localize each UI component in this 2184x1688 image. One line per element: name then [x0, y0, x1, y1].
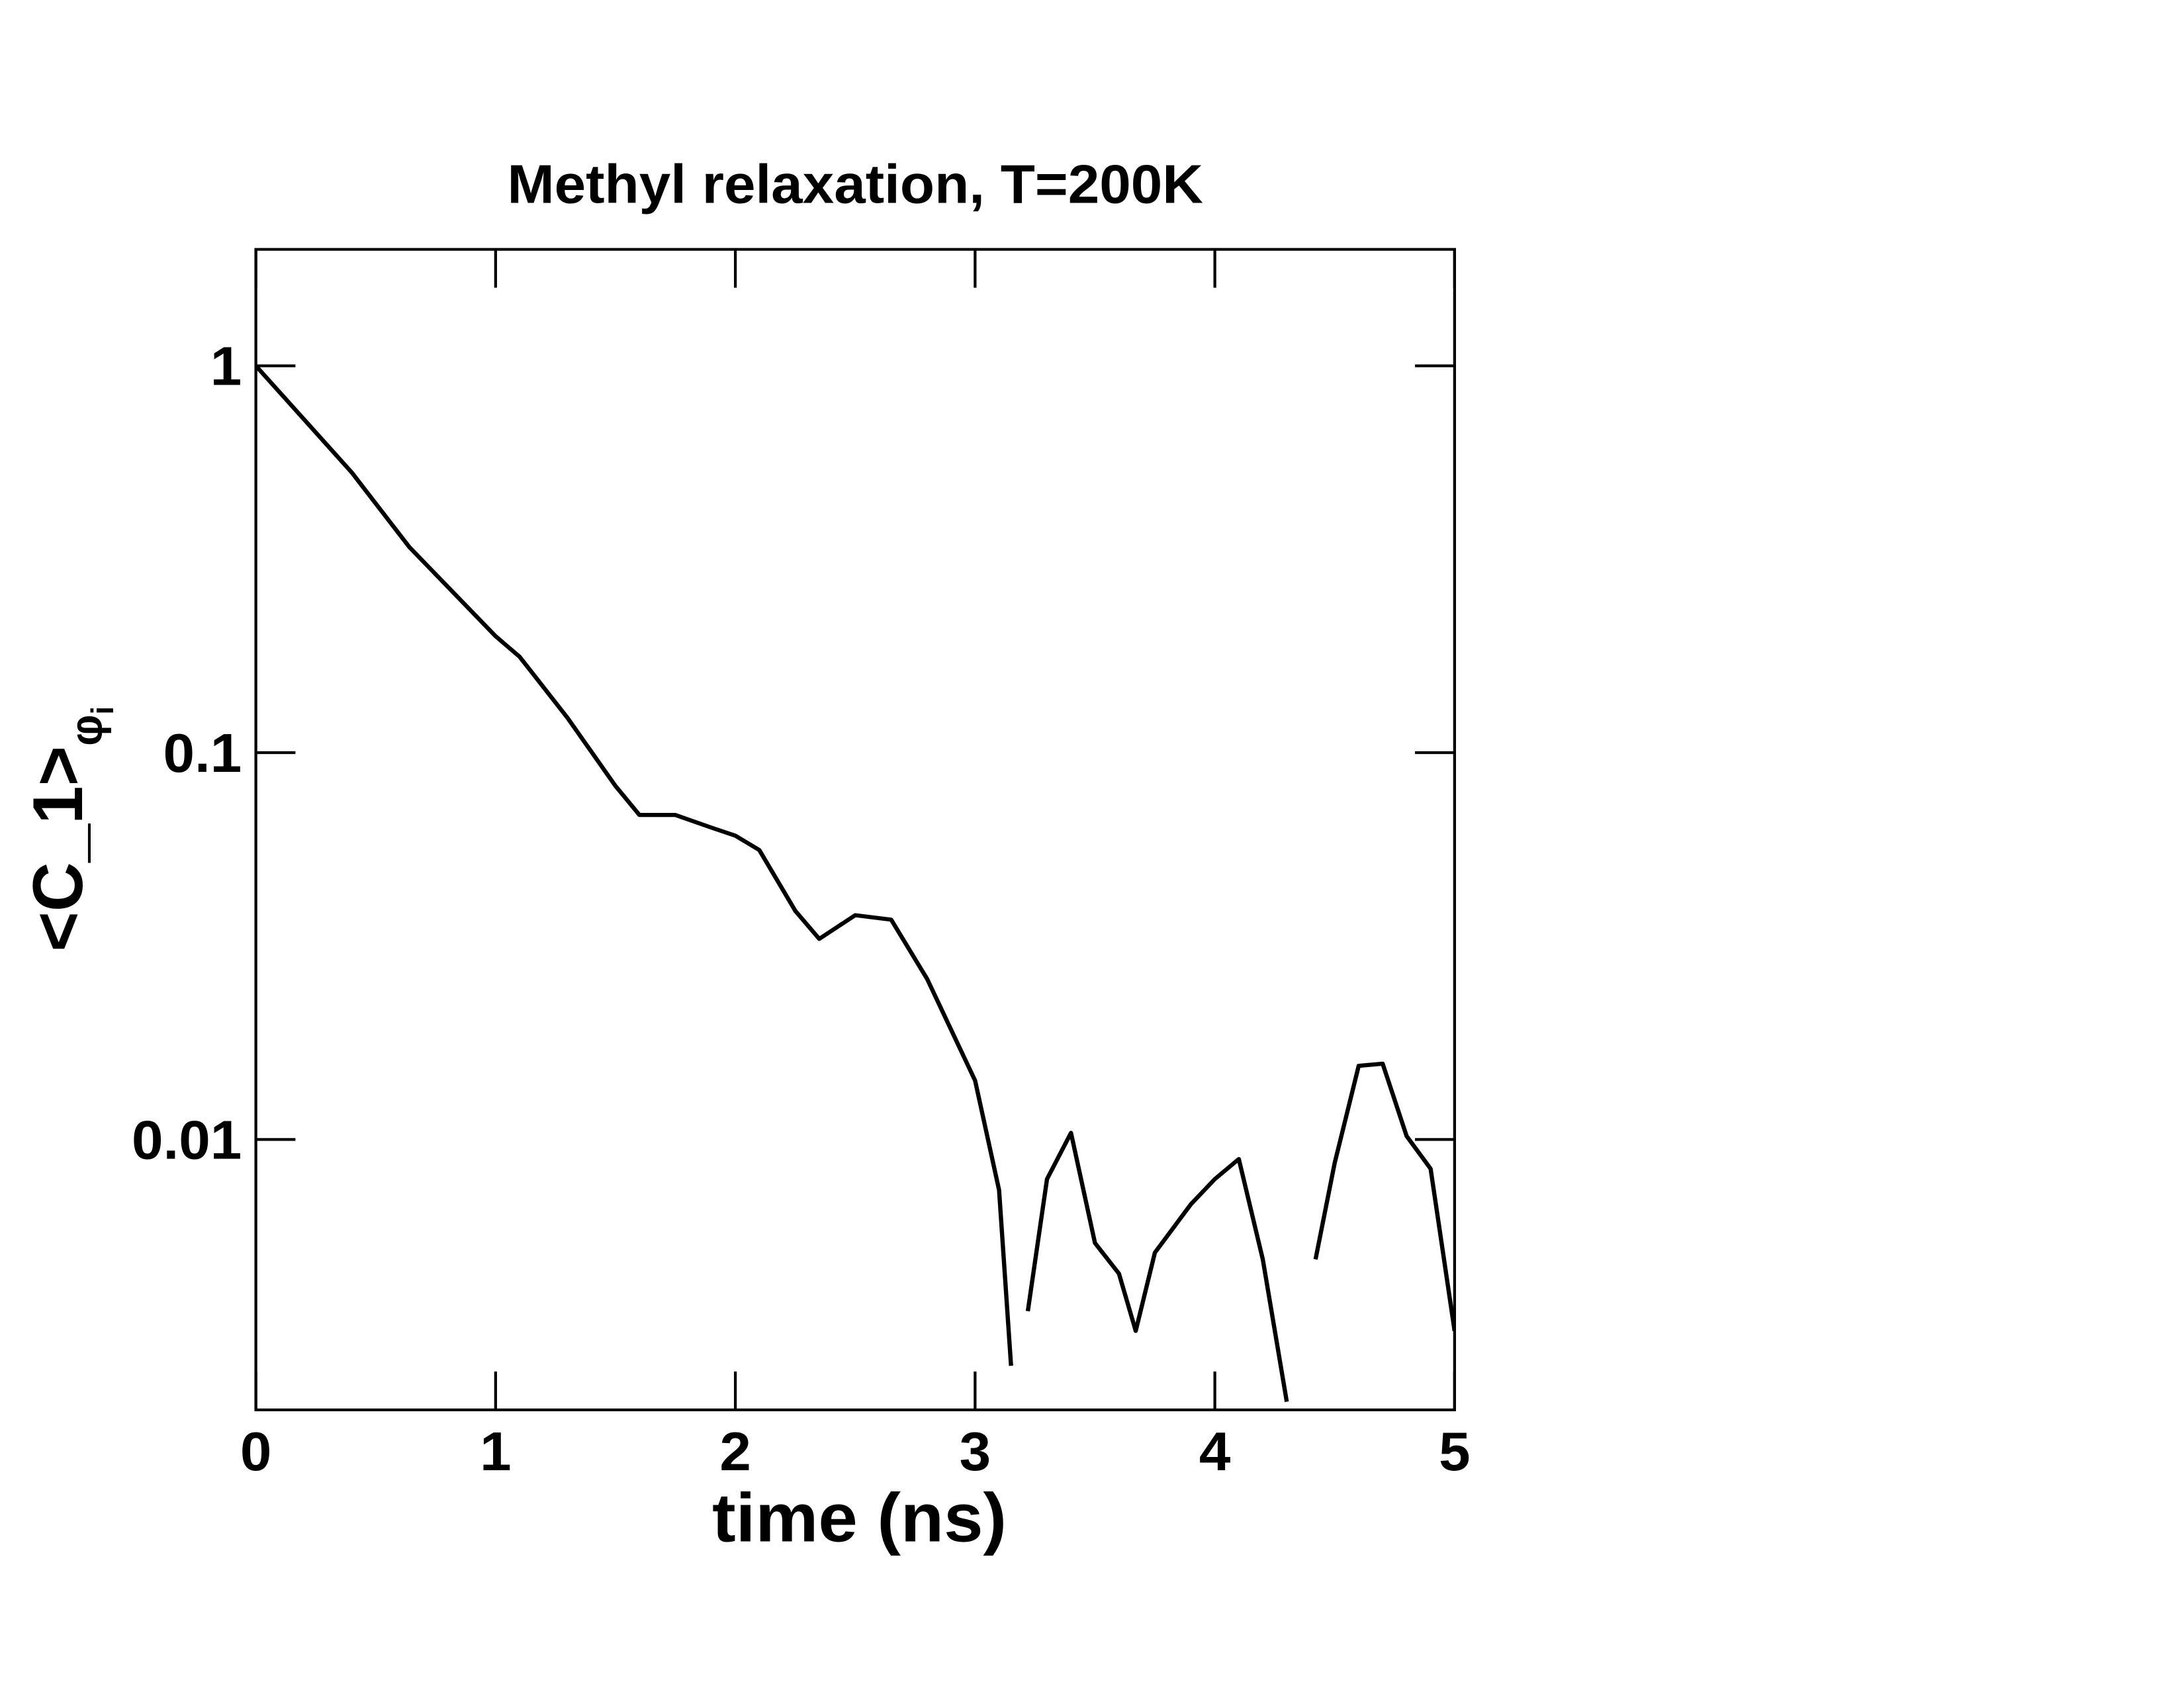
x-tick-label: 0: [240, 1421, 272, 1482]
x-axis-label: time (ns): [712, 1480, 1007, 1556]
x-tick-label: 4: [1199, 1421, 1231, 1482]
y-axis-label-group: <C_1>φi: [19, 706, 120, 952]
y-axis-label-subsub: i: [85, 706, 120, 715]
y-tick-label: 1: [210, 336, 242, 397]
chart-title: Methyl relaxation, T=200K: [507, 154, 1203, 215]
plot-frame: [254, 248, 1456, 1411]
y-axis-label-sub: φ: [62, 715, 112, 746]
x-tick-label: 5: [1439, 1421, 1471, 1482]
x-tick-label: 1: [480, 1421, 512, 1482]
y-tick-label: 0.01: [132, 1109, 242, 1171]
data-line: [255, 364, 1455, 1402]
x-tick-label: 3: [960, 1421, 991, 1482]
y-axis-label: <C_1>φi: [19, 706, 120, 952]
x-tick-label: 2: [719, 1421, 751, 1482]
y-tick-label: 0.1: [163, 722, 242, 784]
y-axis-label-main: <C_1>: [19, 746, 97, 952]
